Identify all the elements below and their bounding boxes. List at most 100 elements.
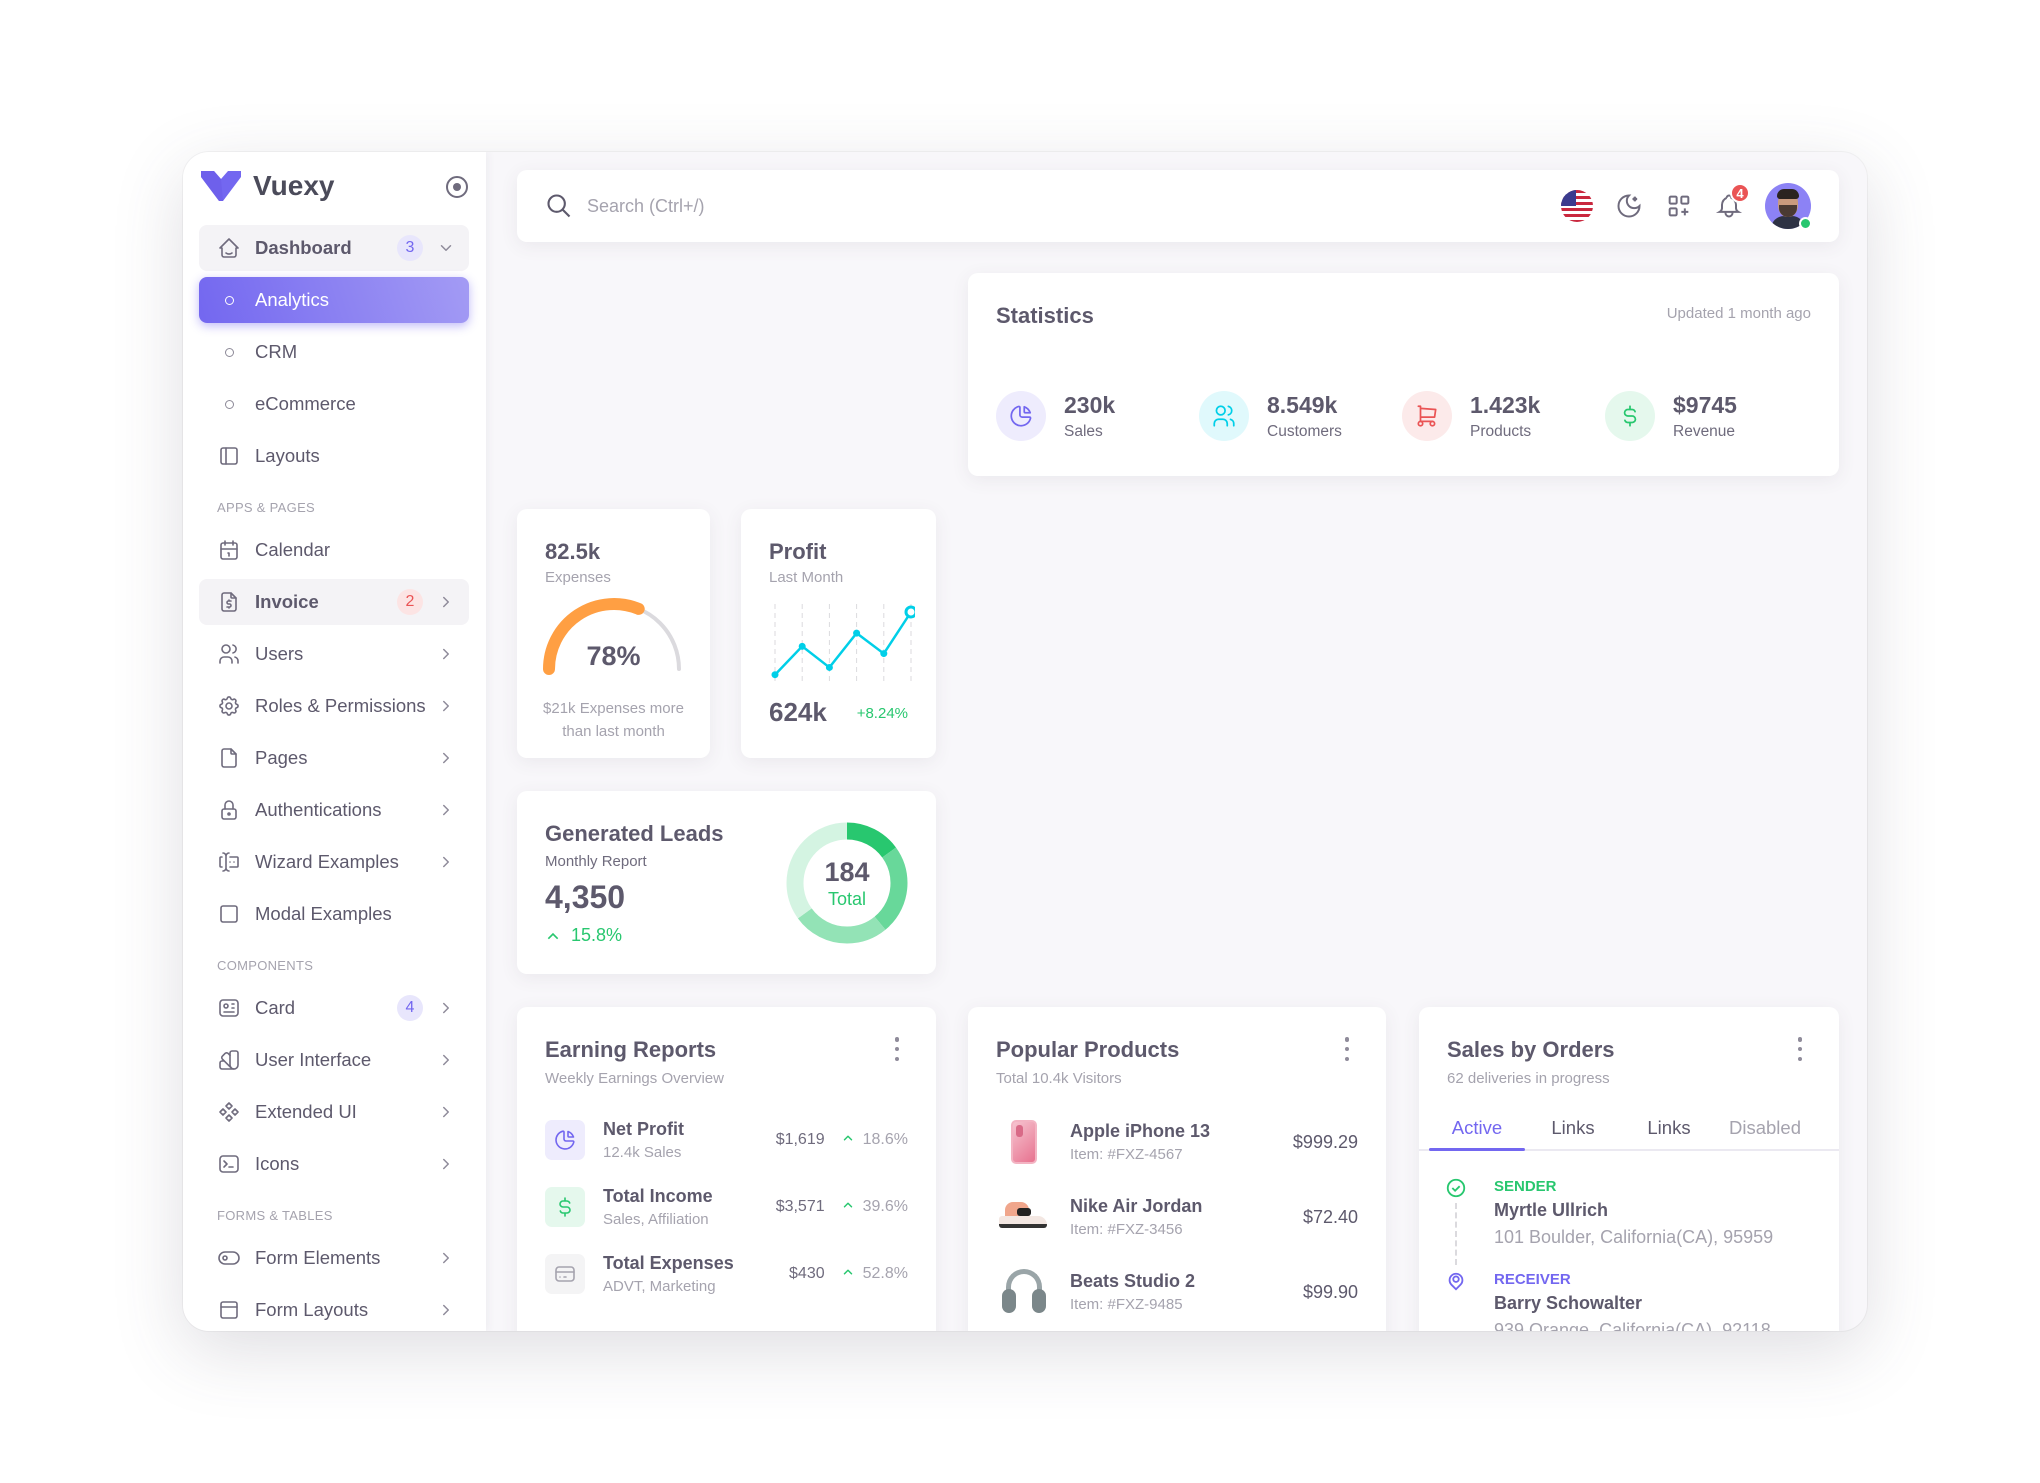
moon-stars-icon[interactable] [1615,192,1643,220]
file-dollar-icon [217,590,241,614]
bell-icon[interactable]: 4 [1715,183,1750,220]
search-icon [547,194,571,218]
sidebar-item-form-layouts[interactable]: Form Layouts [199,1284,469,1331]
expenses-card: 82.5k Expenses 78% $21k Expenses more th… [517,509,710,758]
product-name: Apple iPhone 13 [1070,1121,1211,1141]
orders-subtitle: 62 deliveries in progress [1447,1070,1610,1087]
chevron-right-icon [437,749,455,767]
chevron-right-icon [437,1155,455,1173]
sidebar-item-users[interactable]: Users [199,628,469,680]
product-row[interactable]: Beats Studio 2 Item: #FXZ-9485 $99.90 [996,1262,1358,1322]
earning-row: Net Profit 12.4k Sales $1,619 18.6% [545,1110,908,1170]
shopping-cart-icon [1402,391,1452,441]
color-swatch-icon [217,1048,241,1072]
search-input[interactable] [587,195,1561,217]
earning-change: 39.6% [862,1198,908,1215]
product-row[interactable]: Apple iPhone 13 Item: #FXZ-4567 $999.29 [996,1112,1358,1172]
users-icon [1199,391,1249,441]
product-image-iphone [996,1114,1052,1170]
profit-subtitle: Last Month [769,569,844,586]
sidebar-item-ecommerce[interactable]: eCommerce [199,378,469,430]
credit-card-icon [545,1254,585,1294]
profit-title: Profit [769,539,827,564]
profit-point [771,671,779,679]
sidebar-item-label: Modal Examples [255,903,392,924]
chart-pie-icon [996,391,1046,441]
earning-row: Total Income Sales, Affiliation $3,571 39… [545,1177,908,1237]
sidebar-toggle-icon[interactable] [446,176,468,198]
chevron-down-icon [437,239,455,257]
chevron-right-icon [437,697,455,715]
earning-name: Net Profit [603,1119,684,1139]
currency-dollar-icon [1605,391,1655,441]
users-icon [217,642,241,666]
sidebar-item-label: Wizard Examples [255,851,399,872]
currency-dollar-icon [545,1187,585,1227]
leads-change-value: 15.8% [571,925,623,945]
sidebar-item-label: Card [255,997,296,1018]
square-icon [217,902,241,926]
generated-leads-card: Generated Leads Monthly Report 4,350 15.… [517,791,936,974]
sidebar-item-pages[interactable]: Pages [199,732,469,784]
more-options-icon[interactable] [1344,1037,1350,1061]
more-options-icon[interactable] [1797,1037,1803,1061]
sidebar-item-roles-permissions[interactable]: Roles & Permissions [199,680,469,732]
sidebar-item-icons[interactable]: Icons [199,1138,469,1190]
sidebar-item-form-elements[interactable]: Form Elements [199,1232,469,1284]
toggle-icon [217,1246,241,1270]
circle-icon [217,288,241,312]
app-window: Vuexy Dashboard 3 Analytics CRM eCommerce Lay… [183,152,1867,1331]
sidebar-item-authentications[interactable]: Authentications [199,784,469,836]
expenses-gauge [543,598,681,675]
popular-subtitle: Total 10.4k Visitors [996,1070,1122,1087]
expenses-note: $21k Expenses more than last month [543,700,684,740]
sidebar-item-user-interface[interactable]: User Interface [199,1034,469,1086]
product-price: $99.90 [1302,1281,1358,1302]
sender-label: SENDER [1494,1178,1557,1195]
sidebar-item-wizard-examples[interactable]: Wizard Examples [199,836,469,888]
product-name: Nike Air Jordan [1070,1196,1203,1216]
tab-active[interactable]: Active [1429,1111,1525,1151]
us-flag-icon[interactable] [1561,190,1593,222]
more-options-icon[interactable] [894,1037,900,1061]
sidebar-item-label: CRM [255,341,298,362]
sidebar-item-dashboard[interactable]: Dashboard 3 [199,222,469,274]
earning-sub: 12.4k Sales [603,1144,682,1161]
stat-customers: 8.549k Customers [1199,391,1342,441]
sidebar-item-extended-ui[interactable]: Extended UI [199,1086,469,1138]
logo[interactable]: Vuexy [201,170,334,202]
apps-grid-icon[interactable] [1665,192,1693,220]
leads-total: 184 [824,857,870,887]
earning-amount: $430 [789,1265,825,1282]
leads-change: 15.8% [545,925,622,946]
chevron-right-icon [437,593,455,611]
sidebar-item-invoice[interactable]: Invoice 2 [199,576,469,628]
sidebar-item-modal-examples[interactable]: Modal Examples [199,888,469,940]
chevron-right-icon [437,645,455,663]
count-badge: 3 [397,235,423,261]
calendar-icon [217,538,241,562]
product-item-id: Item: #FXZ-4567 [1070,1146,1183,1163]
expenses-label: Expenses [545,569,611,586]
sidebar-item-calendar[interactable]: Calendar [199,524,469,576]
sidebar-item-analytics[interactable]: Analytics [199,274,469,326]
stat-value: 230k [1064,391,1116,418]
profit-line [774,611,913,676]
count-badge: 4 [397,995,423,1021]
sidebar-item-label: Dashboard [255,237,352,258]
tab-links[interactable]: Links [1551,1117,1595,1138]
sidebar-item-layouts[interactable]: Layouts [199,430,469,482]
orders-title: Sales by Orders [1447,1037,1615,1062]
product-row[interactable]: Nike Air Jordan Item: #FXZ-3456 $72.40 [996,1187,1358,1247]
online-status-dot [1799,217,1812,230]
section-header: APPS & PAGES [217,499,316,515]
donut-segment [786,822,908,944]
sidebar-item-crm[interactable]: CRM [199,326,469,378]
tab-links[interactable]: Links [1647,1117,1691,1138]
sidebar-item-card[interactable]: Card 4 [199,982,469,1034]
earning-name: Total Expenses [603,1253,734,1273]
sidebar-item-label: Extended UI [255,1101,357,1122]
user-avatar[interactable] [1765,183,1812,230]
leads-donut-chart [786,822,908,944]
earning-sub: Sales, Affiliation [603,1211,709,1228]
